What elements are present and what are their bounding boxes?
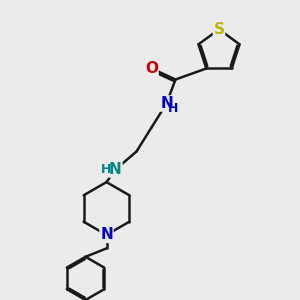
- Text: O: O: [145, 61, 158, 76]
- Text: N: N: [100, 227, 113, 242]
- Text: N: N: [160, 96, 173, 111]
- Text: H: H: [101, 163, 112, 176]
- Text: S: S: [214, 22, 224, 37]
- Text: N: N: [109, 162, 122, 177]
- Text: H: H: [168, 102, 178, 116]
